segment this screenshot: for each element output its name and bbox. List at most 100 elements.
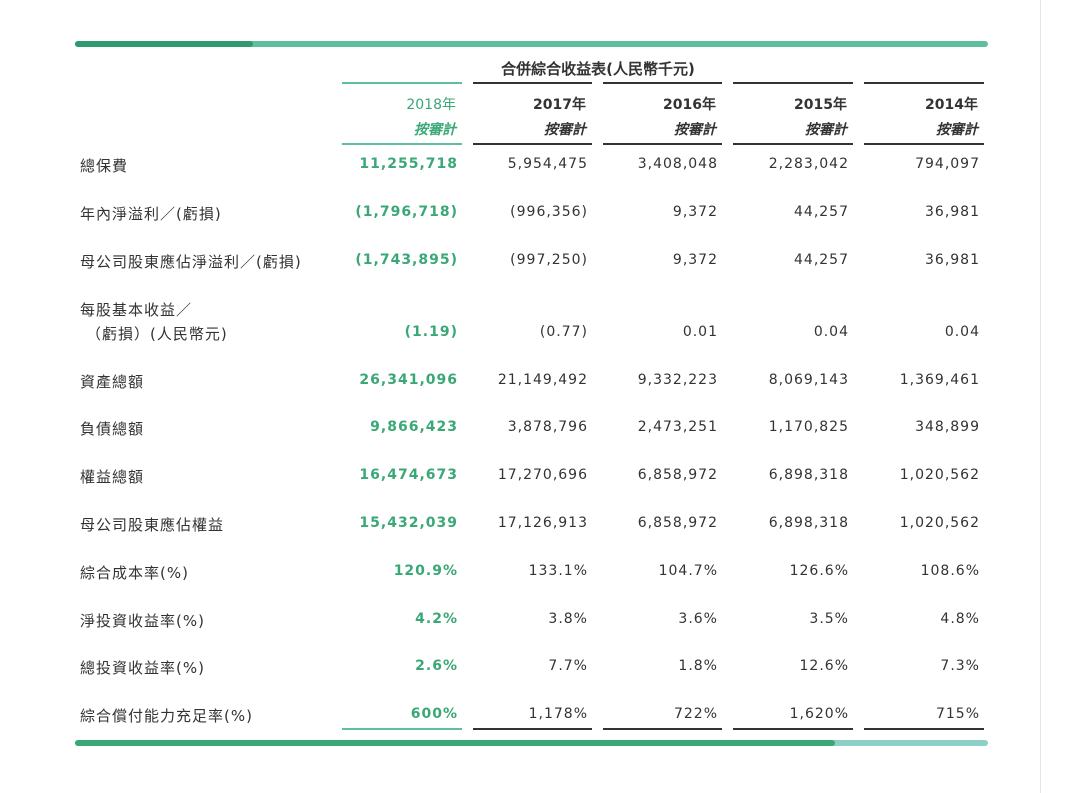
footer-rule <box>864 728 984 730</box>
column-year: 2016年 <box>663 97 716 113</box>
row-label: 總保費 <box>80 157 129 175</box>
column-year: 2014年 <box>925 97 978 113</box>
cell-value: 3,878,796 <box>507 419 588 435</box>
column-year: 2018年 <box>406 97 456 113</box>
cell-value: 2,473,251 <box>637 419 718 435</box>
column-note: 按審計 <box>544 122 586 138</box>
cell-value: 6,898,318 <box>768 515 849 531</box>
cell-value: 1,020,562 <box>899 515 980 531</box>
cell-value: 600% <box>410 706 458 722</box>
cell-value: 15,432,039 <box>359 515 458 531</box>
cell-value: 12.6% <box>799 658 849 674</box>
cell-value: 5,954,475 <box>507 156 588 172</box>
cell-value: 8,069,143 <box>768 372 849 388</box>
cell-value: 9,372 <box>672 252 718 268</box>
cell-value: 0.01 <box>682 324 718 340</box>
cell-value: 1,369,461 <box>899 372 980 388</box>
row-label: 權益總額 <box>80 468 145 486</box>
header-rule <box>864 82 984 84</box>
row-label: 負債總額 <box>80 420 145 438</box>
cell-value: 17,126,913 <box>497 515 588 531</box>
row-label: 母公司股東應佔淨溢利／(虧損) <box>80 253 302 271</box>
footer-rule <box>603 728 722 730</box>
cell-value: (0.77) <box>539 324 588 340</box>
cell-value: 1,620% <box>789 706 849 722</box>
cell-value: 44,257 <box>794 252 849 268</box>
header-rule <box>603 143 722 145</box>
cell-value: 6,858,972 <box>637 467 718 483</box>
column-note: 按審計 <box>936 122 978 138</box>
cell-value: 0.04 <box>813 324 849 340</box>
row-label: 綜合成本率(%) <box>80 564 189 582</box>
cell-value: 108.6% <box>920 563 980 579</box>
cell-value: 7.7% <box>548 658 588 674</box>
header-rule <box>342 143 462 145</box>
column-note: 按審計 <box>674 122 716 138</box>
header-rule <box>603 82 722 84</box>
cell-value: 9,866,423 <box>370 419 458 435</box>
cell-value: 21,149,492 <box>497 372 588 388</box>
cell-value: 0.04 <box>944 324 980 340</box>
cell-value: 3.5% <box>809 611 849 627</box>
table-title: 合併綜合收益表(人民幣千元) <box>501 60 695 78</box>
cell-value: 4.2% <box>415 611 458 627</box>
cell-value: 794,097 <box>915 156 980 172</box>
header-rule <box>733 143 853 145</box>
cell-value: 104.7% <box>658 563 718 579</box>
cell-value: 2.6% <box>415 658 458 674</box>
cell-value: 6,858,972 <box>637 515 718 531</box>
cell-value: 7.3% <box>940 658 980 674</box>
cell-value: 26,341,096 <box>359 372 458 388</box>
cell-value: 1,178% <box>528 706 588 722</box>
cell-value: 348,899 <box>915 419 980 435</box>
cell-value: 722% <box>673 706 718 722</box>
cell-value: (996,356) <box>510 204 588 220</box>
cell-value: 4.8% <box>940 611 980 627</box>
cell-value: (1,796,718) <box>355 204 458 220</box>
cell-value: 16,474,673 <box>359 467 458 483</box>
cell-value: 3.8% <box>548 611 588 627</box>
cell-value: 9,332,223 <box>637 372 718 388</box>
cell-value: 36,981 <box>925 204 980 220</box>
row-label: 母公司股東應佔權益 <box>80 516 225 534</box>
cell-value: 1,020,562 <box>899 467 980 483</box>
header-rule <box>864 143 984 145</box>
row-label: 每股基本收益／ <box>80 301 193 319</box>
row-label: 資產總額 <box>80 373 145 391</box>
cell-value: 44,257 <box>794 204 849 220</box>
header-rule <box>733 82 853 84</box>
cell-value: 11,255,718 <box>359 156 458 172</box>
cell-value: 126.6% <box>789 563 849 579</box>
footer-rule <box>473 728 592 730</box>
cell-value: 2,283,042 <box>768 156 849 172</box>
cell-value: 9,372 <box>672 204 718 220</box>
header-rule <box>473 143 592 145</box>
column-note: 按審計 <box>414 122 456 138</box>
cell-value: 715% <box>935 706 980 722</box>
cell-value: 3,408,048 <box>637 156 718 172</box>
cell-value: 17,270,696 <box>497 467 588 483</box>
cell-value: 120.9% <box>393 563 458 579</box>
top-bar-accent <box>75 41 253 47</box>
cell-value: 3.6% <box>678 611 718 627</box>
cell-value: 133.1% <box>528 563 588 579</box>
column-note: 按審計 <box>805 122 847 138</box>
column-year: 2015年 <box>794 97 847 113</box>
row-label: 總投資收益率(%) <box>80 659 205 677</box>
row-label: （虧損）(人民幣元) <box>86 325 228 343</box>
page-edge <box>1040 0 1041 793</box>
row-label: 綜合償付能力充足率(%) <box>80 707 253 725</box>
footer-rule <box>342 728 462 730</box>
bottom-bar-accent <box>75 740 835 746</box>
top-bar <box>75 41 988 47</box>
cell-value: 1.8% <box>678 658 718 674</box>
header-rule <box>342 82 462 84</box>
cell-value: (997,250) <box>510 252 588 268</box>
row-label: 年內淨溢利／(虧損) <box>80 205 222 223</box>
footer-rule <box>733 728 853 730</box>
cell-value: 6,898,318 <box>768 467 849 483</box>
cell-value: (1.19) <box>404 324 458 340</box>
row-label: 淨投資收益率(%) <box>80 612 205 630</box>
cell-value: (1,743,895) <box>355 252 458 268</box>
